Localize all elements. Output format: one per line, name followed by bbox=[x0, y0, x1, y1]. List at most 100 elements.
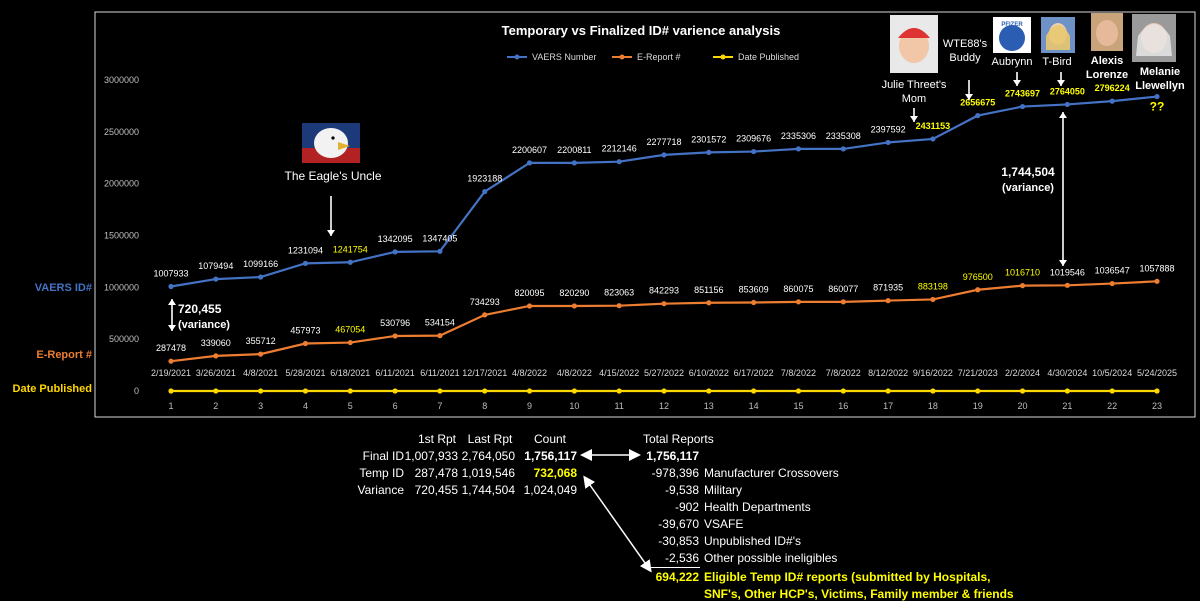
data-point bbox=[885, 298, 891, 304]
date-label: 3/26/2021 bbox=[196, 368, 236, 378]
annotation-text: Buddy bbox=[949, 52, 981, 64]
reports-label: Health Departments bbox=[704, 500, 811, 514]
data-point bbox=[526, 303, 533, 309]
data-point bbox=[168, 283, 174, 290]
x-tick-label: 3 bbox=[258, 401, 263, 411]
data-point bbox=[1154, 278, 1160, 284]
data-label: 820095 bbox=[515, 288, 545, 298]
date-label: 4/30/2024 bbox=[1047, 368, 1087, 378]
date-label: 6/11/2021 bbox=[420, 368, 459, 378]
data-point bbox=[168, 358, 174, 364]
col-header-count: Count bbox=[533, 432, 567, 446]
data-point bbox=[392, 333, 398, 339]
x-axis: 1 2 3 4 5 6 7 8 9 10 11 12 13 14 15 16 17 18 19 20 21 22 23 bbox=[168, 401, 1162, 411]
date-label: 6/10/2022 bbox=[689, 368, 729, 378]
data-label: 2200811 bbox=[557, 145, 591, 155]
x-tick-label: 21 bbox=[1062, 401, 1072, 411]
data-point bbox=[1109, 280, 1115, 287]
data-point bbox=[616, 303, 622, 309]
data-point bbox=[706, 149, 712, 156]
y-tick-label: 2000000 bbox=[104, 179, 139, 189]
alexis-picture bbox=[1091, 13, 1123, 51]
data-label: 1007933 bbox=[153, 269, 188, 279]
data-point bbox=[840, 388, 846, 394]
x-tick-label: 22 bbox=[1107, 401, 1117, 411]
x-tick-label: 2 bbox=[213, 401, 218, 411]
data-point bbox=[975, 388, 981, 394]
legend-marker bbox=[720, 54, 726, 60]
data-point bbox=[795, 299, 802, 305]
arrow-head bbox=[910, 116, 918, 122]
data-label: 2397592 bbox=[871, 124, 906, 134]
arrow-head bbox=[1013, 80, 1021, 86]
data-point bbox=[751, 388, 757, 394]
date-label: 5/27/2022 bbox=[644, 368, 684, 378]
data-label: 2743697 bbox=[1005, 89, 1040, 99]
data-point bbox=[661, 152, 667, 158]
data-point bbox=[795, 146, 802, 152]
data-label: 1347405 bbox=[422, 233, 457, 243]
data-label: 1019546 bbox=[1050, 267, 1085, 277]
x-tick-label: 11 bbox=[615, 401, 624, 411]
annotation-text: Alexis bbox=[1091, 55, 1123, 67]
data-point bbox=[885, 388, 891, 394]
x-tick-label: 4 bbox=[303, 401, 308, 411]
arrow-head bbox=[1057, 80, 1065, 86]
cell-first: 1,007,933 bbox=[404, 449, 458, 463]
data-label: 820290 bbox=[559, 288, 589, 298]
data-point bbox=[840, 146, 846, 152]
data-point bbox=[706, 300, 712, 306]
data-point bbox=[751, 299, 757, 306]
date-label: 5/24/2025 bbox=[1137, 368, 1177, 378]
data-point bbox=[482, 189, 488, 195]
data-point bbox=[347, 388, 353, 394]
data-point bbox=[616, 159, 622, 165]
annotation-text: Lorenze bbox=[1086, 69, 1128, 81]
data-label: 860077 bbox=[828, 284, 858, 294]
date-label: 7/8/2022 bbox=[826, 368, 861, 378]
data-point bbox=[213, 388, 219, 394]
data-label: 534154 bbox=[425, 318, 455, 328]
data-label: 1079494 bbox=[198, 261, 233, 271]
data-point bbox=[661, 388, 667, 394]
data-point bbox=[1019, 103, 1026, 110]
data-label: 339060 bbox=[201, 338, 231, 348]
series-axis-label: Date Published bbox=[13, 383, 92, 395]
date-label: 6/17/2022 bbox=[734, 368, 774, 378]
data-point bbox=[258, 351, 264, 357]
data-point bbox=[1064, 388, 1070, 394]
melanie-picture bbox=[1132, 14, 1176, 62]
data-point bbox=[1064, 101, 1070, 108]
y-tick-label: 3000000 bbox=[104, 75, 139, 85]
reports-value: -39,670 bbox=[658, 517, 699, 531]
data-label: 842293 bbox=[649, 286, 679, 296]
arrow-head bbox=[1059, 260, 1067, 266]
cell-count: 732,068 bbox=[533, 466, 577, 480]
x-tick-label: 23 bbox=[1152, 401, 1162, 411]
date-label: 5/28/2021 bbox=[285, 368, 325, 378]
date-label: 6/11/2021 bbox=[375, 368, 414, 378]
x-tick-label: 15 bbox=[793, 401, 803, 411]
data-label: 734293 bbox=[470, 297, 500, 307]
reports-result-label: Eligible Temp ID# reports (submitted by … bbox=[704, 570, 991, 584]
date-label: 4/15/2022 bbox=[599, 368, 639, 378]
data-point bbox=[616, 388, 622, 394]
x-tick-label: 16 bbox=[838, 401, 848, 411]
annotation-text: Llewellyn bbox=[1135, 80, 1185, 92]
data-point bbox=[437, 388, 443, 394]
sum-divider bbox=[648, 567, 700, 568]
annotation-text: 1,744,504 bbox=[1001, 165, 1055, 179]
reports-header: Total Reports bbox=[643, 432, 714, 446]
data-point bbox=[258, 274, 264, 280]
data-point bbox=[1109, 388, 1115, 394]
data-point bbox=[571, 303, 577, 309]
date-label: 2/19/2021 bbox=[151, 368, 191, 378]
data-label: 883198 bbox=[918, 281, 948, 291]
date-label: 9/16/2022 bbox=[913, 368, 953, 378]
tbird-picture bbox=[1041, 17, 1075, 53]
data-label: 2212146 bbox=[602, 144, 637, 154]
data-point bbox=[392, 249, 398, 255]
annotation-text: (variance) bbox=[1002, 182, 1054, 194]
data-label: 1231094 bbox=[288, 245, 323, 255]
data-point bbox=[1154, 388, 1160, 394]
